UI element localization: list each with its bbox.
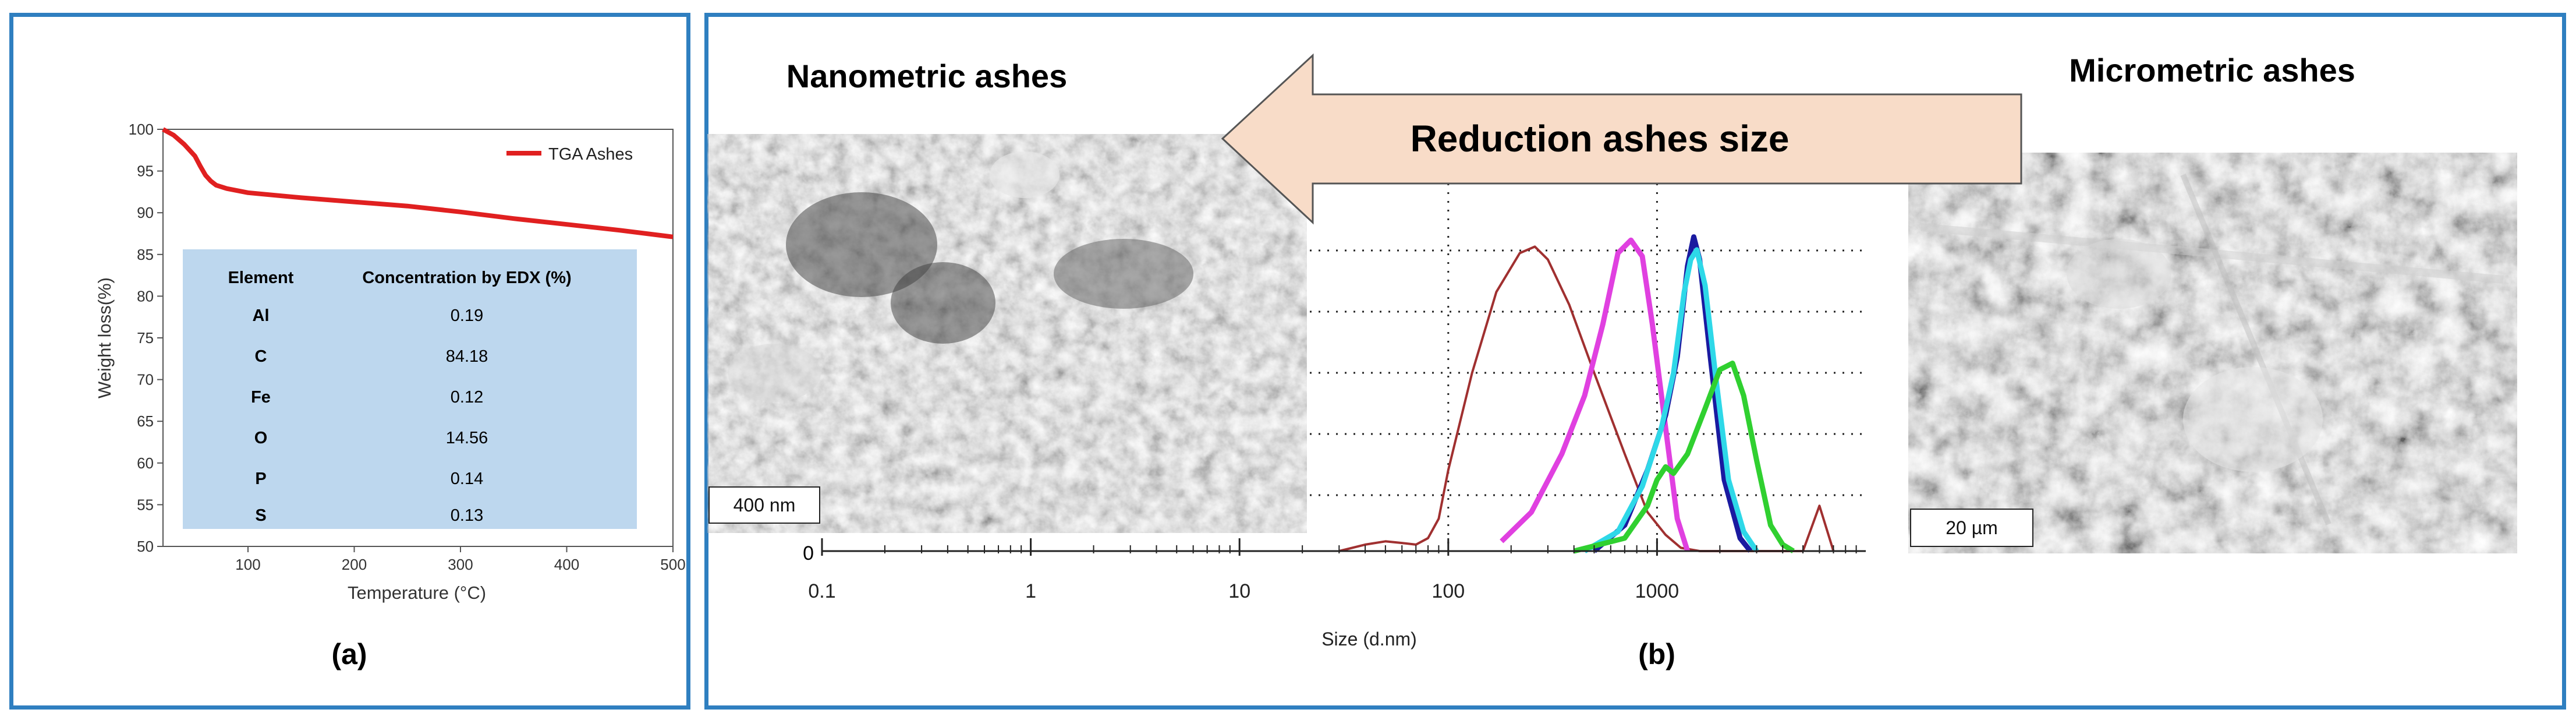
tga-y-tick-label: 75 xyxy=(137,329,154,347)
edx-row-element: O xyxy=(254,429,268,447)
label-nanometric: Nanometric ashes xyxy=(786,58,1067,94)
tga-y-tick-label: 60 xyxy=(137,454,154,472)
dls-x-tick-label: 100 xyxy=(1431,580,1465,602)
scale-bar-label-left: 400 nm xyxy=(734,495,796,516)
tga-x-tick-label: 200 xyxy=(342,556,367,573)
tga-y-label: Weight loss(%) xyxy=(94,277,115,398)
dls-chart: 0.1 1 10 100 1000 0 Size (d.nm) xyxy=(803,174,1866,650)
dls-x-axis: 0.1 1 10 100 1000 xyxy=(808,538,1857,602)
tga-legend-label: TGA Ashes xyxy=(548,145,633,164)
tga-x-tick-label: 400 xyxy=(554,556,579,573)
edx-table-header-element: Element xyxy=(228,269,294,287)
edx-row-element: Fe xyxy=(251,388,271,407)
dls-y-tick-0: 0 xyxy=(803,542,814,564)
edx-table: Element Concentration by EDX (%) Al 0.19… xyxy=(228,269,572,525)
dls-series-line xyxy=(1583,247,1759,553)
tga-x-axis: 100 200 300 400 500 xyxy=(235,546,686,573)
panel-a xyxy=(9,13,690,710)
edx-row-value: 84.18 xyxy=(446,347,488,366)
reduction-arrow-shape xyxy=(1221,53,2022,225)
tga-x-tick-label: 100 xyxy=(235,556,260,573)
tga-y-tick-label: 90 xyxy=(137,204,154,221)
dls-x-label: Size (d.nm) xyxy=(1321,629,1417,650)
edx-row-value: 14.56 xyxy=(446,429,488,447)
scale-bar-box-left xyxy=(708,486,820,524)
tga-x-label: Temperature (°C) xyxy=(348,583,486,603)
edx-row-value: 0.14 xyxy=(451,470,483,488)
dls-x-tick-label: 1 xyxy=(1025,580,1036,602)
tga-y-tick-label: 50 xyxy=(137,538,154,555)
edx-table-header-concentration: Concentration by EDX (%) xyxy=(362,269,571,287)
edx-row-value: 0.13 xyxy=(451,506,483,525)
panel-b xyxy=(704,13,2566,710)
tga-y-tick-label: 65 xyxy=(137,412,154,430)
dls-series-line xyxy=(1500,237,1691,552)
tga-y-tick-label: 80 xyxy=(137,287,154,305)
scale-bar-label-right: 20 µm xyxy=(1946,517,1998,538)
caption-b: (b) xyxy=(1638,638,1675,670)
scale-bar-box-right xyxy=(1910,509,2033,547)
dls-x-tick-label: 10 xyxy=(1228,580,1250,602)
tga-x-tick-label: 500 xyxy=(660,556,685,573)
dls-series-line xyxy=(1573,361,1795,554)
dls-series xyxy=(1338,234,1835,554)
caption-a: (a) xyxy=(331,638,367,670)
edx-row-value: 0.19 xyxy=(451,306,483,325)
edx-table-background xyxy=(183,249,637,529)
tga-y-tick-label: 55 xyxy=(137,496,154,513)
reduction-arrow: Reduction ashes size xyxy=(1221,53,2022,225)
edx-row-element: C xyxy=(255,347,267,366)
edx-row-value: 0.12 xyxy=(451,388,483,407)
edx-row-element: Al xyxy=(253,306,270,325)
dls-x-tick-label: 0.1 xyxy=(808,580,835,602)
tga-y-tick-label: 70 xyxy=(137,371,154,389)
label-micrometric: Micrometric ashes xyxy=(2069,52,2355,89)
tga-y-tick-label: 100 xyxy=(129,121,154,138)
tga-y-tick-label: 85 xyxy=(137,246,154,263)
dls-grid xyxy=(1310,175,1863,551)
tga-series-line xyxy=(162,127,674,239)
tga-x-tick-label: 300 xyxy=(448,556,473,573)
panel-b-content: 400 nm 20 µm 0.1 1 10 100 1000 0 Size (d.nm)… xyxy=(707,52,2517,670)
tga-y-tick-label: 95 xyxy=(137,163,154,180)
tga-y-axis: 50 55 60 65 70 75 80 85 90 95 100 xyxy=(129,121,163,555)
sem-image-micrometric: 20 µm xyxy=(1908,153,2517,553)
reduction-arrow-text: Reduction ashes size xyxy=(1411,118,1790,160)
sem-image-nanometric: 400 nm xyxy=(707,134,1307,533)
edx-row-element: S xyxy=(255,506,266,525)
edx-row-element: P xyxy=(255,470,266,488)
dls-x-tick-label: 1000 xyxy=(1635,580,1679,602)
tga-series xyxy=(162,127,674,239)
